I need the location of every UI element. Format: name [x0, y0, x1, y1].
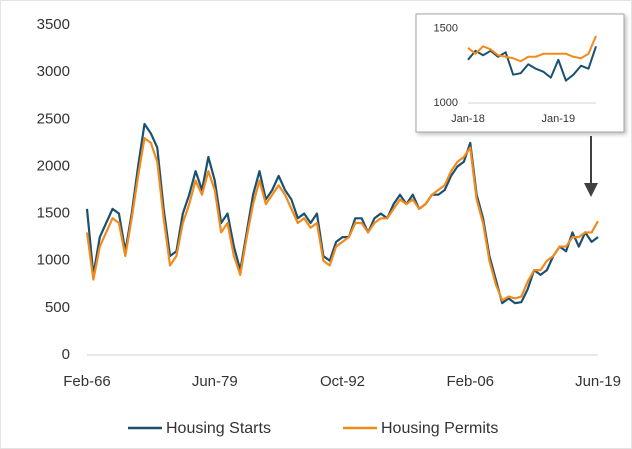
x-tick-label: Jun-79: [192, 373, 238, 390]
y-tick-label: 2500: [37, 110, 70, 127]
main-plot: 0 500 1000 1500 2000 2500 3000 3500 Feb-66 Jun-79…: [37, 16, 621, 390]
series-line: [85, 122, 599, 305]
y-tick-label: 1500: [37, 205, 70, 222]
x-tick-label: Feb-06: [446, 373, 494, 390]
series-line: [467, 35, 597, 63]
x-tick-label: Feb-66: [63, 373, 111, 390]
y-tick-label: 1000: [434, 97, 458, 109]
y-tick-label: 1500: [434, 22, 458, 34]
legend: Housing Starts Housing Permits: [128, 420, 498, 437]
series-line: [85, 137, 599, 302]
y-tick-label: 1000: [37, 252, 70, 269]
y-tick-label: 0: [62, 346, 70, 363]
y-tick-label: 3500: [37, 16, 70, 33]
arrow-head: [584, 183, 598, 197]
x-tick-label: Jan-19: [542, 113, 576, 125]
legend-label: Housing Starts: [166, 420, 271, 437]
inset-plot: 1000 1500 Jan-18 Jan-19: [434, 22, 597, 125]
legend-label: Housing Permits: [381, 420, 498, 437]
y-tick-label: 2000: [37, 157, 70, 174]
y-tick-label: 3000: [37, 63, 70, 80]
y-tick-label: 500: [45, 299, 70, 316]
x-tick-label: Oct-92: [320, 373, 365, 390]
series-line: [467, 46, 597, 82]
x-tick-label: Jun-19: [575, 373, 621, 390]
x-tick-label: Jan-18: [451, 113, 485, 125]
